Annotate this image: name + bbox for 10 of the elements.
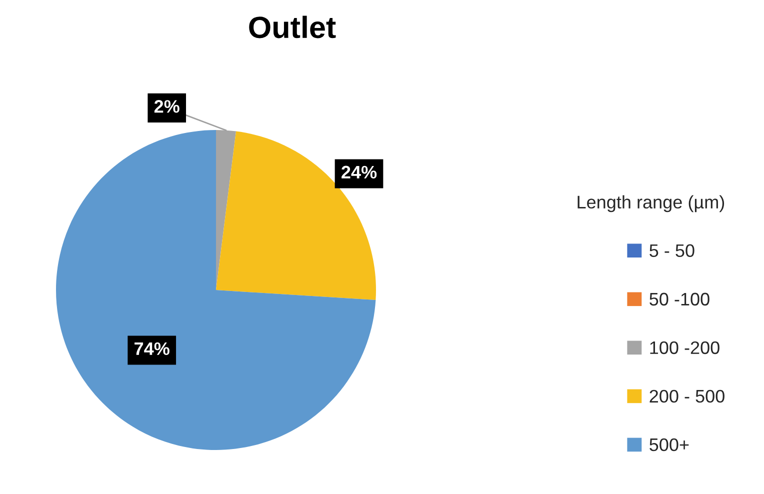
data-label: 24%	[342, 166, 377, 179]
data-label: 74%	[134, 342, 170, 356]
legend-label: 500+	[650, 438, 689, 452]
legend-label: 50 -100	[650, 292, 710, 306]
legend-title: Length range (µm)	[578, 195, 724, 212]
chart-title: Outlet	[249, 16, 336, 38]
data-label: 2%	[154, 100, 180, 113]
legend-label: 100 -200	[650, 341, 720, 354]
legend-label: 200 - 500	[650, 390, 724, 403]
legend-label: 5 - 50	[650, 244, 694, 258]
